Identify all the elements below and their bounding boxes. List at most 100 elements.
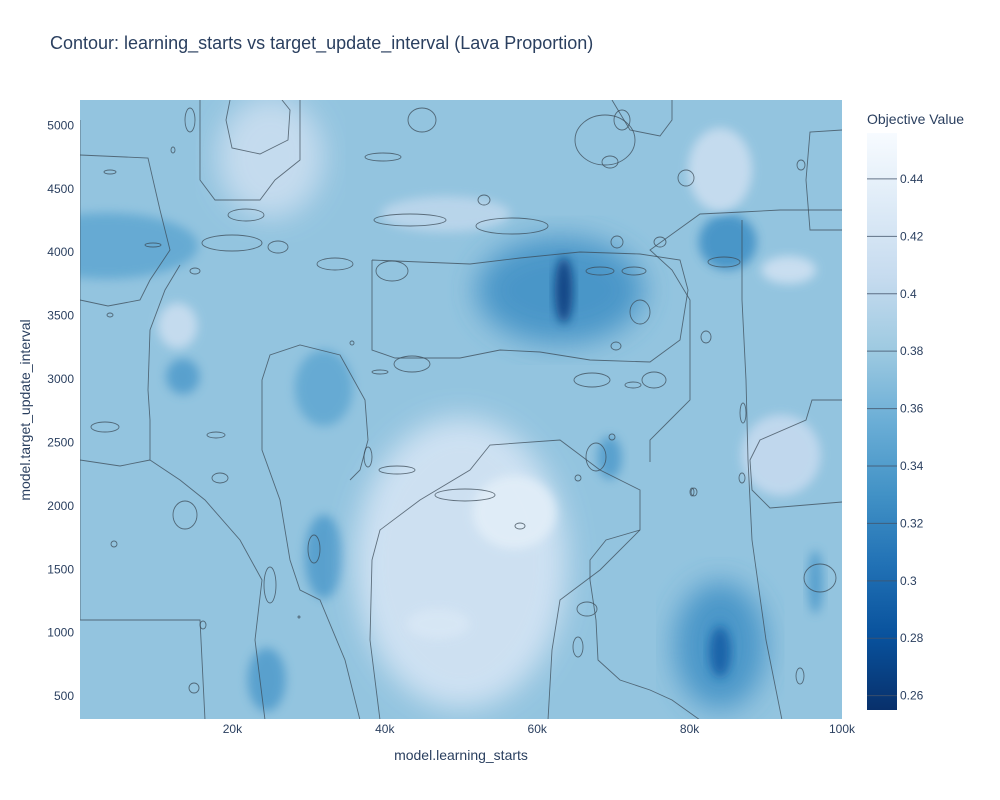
contour-loop-34 [172,500,198,530]
y-tick-label-9: 5000 [47,118,74,132]
colorbar: Objective Value 0.260.280.30.320.340.360… [867,111,964,710]
heat-region-18 [157,302,198,349]
contour-loop-26 [641,371,667,389]
contour-loop-56 [349,340,355,346]
colorbar-tick-label-1: 0.28 [900,631,924,645]
contour-loop-8 [373,213,447,227]
x-axis: 20k 40k 60k 80k 100k [223,722,856,736]
heatmap-regions [80,100,823,712]
y-tick-label-3: 2000 [47,499,74,513]
contour-loop-57 [371,369,389,375]
contour-loop-45 [795,667,805,685]
contour-loop-9 [475,217,549,235]
contour-line-7 [741,220,783,719]
heat-region-6 [304,514,343,599]
y-tick-label-5: 3000 [47,372,74,386]
contour-loop-3 [407,107,437,133]
colorbar-tick-label-2: 0.3 [900,574,917,588]
contour-loop-18 [610,235,624,249]
contour-loop-2 [184,107,196,133]
heat-region-20 [761,256,817,284]
colorbar-tick-label-3: 0.32 [900,516,924,530]
contour-lines [80,100,842,719]
heat-region-19 [406,608,471,640]
heat-region-12 [354,417,568,709]
heat-region-5 [80,212,199,279]
contour-loop-54 [144,242,162,248]
contour-loop-30 [585,442,607,472]
colorbar-tick-label-4: 0.34 [900,459,924,473]
heat-region-16 [741,414,821,496]
heat-region-8 [294,349,353,426]
x-tick-label-2: 60k [528,722,548,736]
contour-loop-53 [103,169,117,175]
colorbar-title: Objective Value [867,111,964,127]
contour-loop-22 [610,341,622,351]
colorbar-tick-label-5: 0.36 [900,402,924,416]
plot-area[interactable] [15,96,842,720]
heat-region-14 [217,100,324,218]
contour-loop-20 [707,256,741,268]
contour-loop-17 [621,266,647,276]
contour-line-9 [749,399,842,509]
x-tick-label-0: 20k [223,722,243,736]
contour-loop-27 [700,330,712,344]
heat-region-10 [597,436,622,480]
contour-loop-46 [803,563,837,593]
colorbar-tick-label-7: 0.4 [900,287,917,301]
contour-loop-5 [677,169,695,187]
contour-loop-35 [211,472,229,484]
contour-line-2 [199,100,301,201]
contour-line-8 [805,129,842,231]
heat-region-9 [166,358,200,395]
contour-loop-38 [514,522,526,530]
x-axis-title: model.learning_starts [394,747,528,763]
contour-line-4 [261,344,369,719]
colorbar-ticks: 0.26 0.28 0.3 0.32 0.34 0.36 0.38 0.4 0.42 0.44 [867,172,924,703]
contour-loop-6 [601,155,619,169]
contour-loop-4 [613,109,631,131]
contour-loop-43 [576,601,598,617]
contour-loop-10 [477,194,491,206]
heat-region-11 [807,550,823,614]
colorbar-tick-label-6: 0.38 [900,344,924,358]
contour-loop-49 [206,431,226,439]
y-tick-label-0: 500 [54,689,74,703]
contour-loop-36 [378,465,416,475]
contour-loop-52 [170,146,176,154]
contour-loop-47 [297,615,301,619]
contour-loop-28 [739,402,747,424]
contour-line-11 [80,459,151,467]
y-tick-label-6: 3500 [47,309,74,323]
contour-line-14 [225,100,291,155]
contour-loop-59 [608,433,616,441]
contour-loop-19 [653,236,667,248]
contour-loop-1 [574,114,636,166]
contour-loop-40 [263,566,277,604]
contour-line-1 [80,154,171,307]
contour-loop-31 [574,474,582,482]
contour-loop-12 [201,234,263,252]
heat-region-3 [709,626,731,678]
x-tick-label-3: 80k [680,722,700,736]
contour-loop-58 [689,487,695,497]
colorbar-tick-label-9: 0.44 [900,172,924,186]
contour-loop-41 [307,534,321,564]
y-tick-label-8: 4500 [47,182,74,196]
contour-loop-15 [375,260,409,282]
contour-loop-16 [585,266,615,276]
y-tick-label-7: 4000 [47,245,74,259]
contour-loop-37 [363,446,373,468]
chart-title: Contour: learning_starts vs target_updat… [50,33,594,53]
colorbar-tick-label-8: 0.42 [900,229,924,243]
contour-line-12 [611,100,673,137]
contour-line-5 [369,439,641,719]
contour-loop-14 [316,257,354,271]
contour-loop-24 [573,372,611,388]
contour-line-3 [147,264,266,719]
heat-region-13 [472,475,557,550]
contour-line-13 [649,209,842,462]
contour-loop-33 [738,472,746,484]
contour-line-10 [589,529,700,719]
